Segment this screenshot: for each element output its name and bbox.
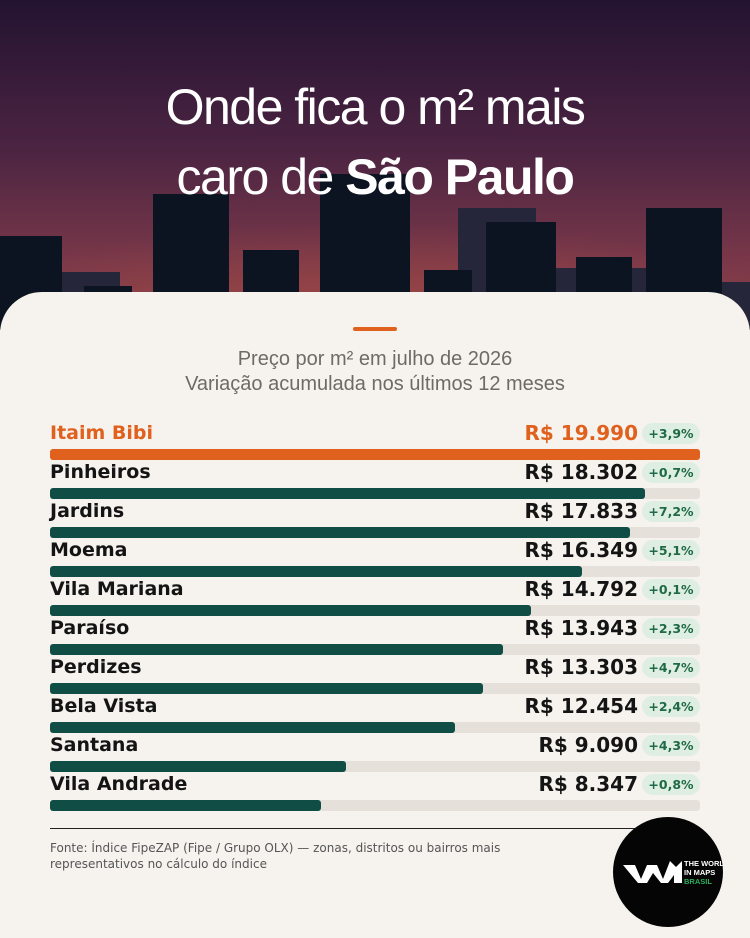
change-badge: +4,7%: [642, 657, 700, 678]
chart-row: Itaim Bibi R$ 19.990 +3,9%: [50, 418, 700, 460]
row-value-label: R$ 14.792: [524, 577, 638, 601]
chart-subtitle-variation: Variação acumulada nos últimos 12 meses: [185, 373, 565, 395]
change-badge: +2,4%: [642, 696, 700, 717]
bar-track: [50, 761, 700, 772]
title-prefix: caro de: [176, 149, 346, 205]
ranking-bar-chart: Itaim Bibi R$ 19.990 +3,9% Pinheiros R$ 18.3…: [50, 418, 700, 818]
page-title-line1: Onde fica o m² mais: [165, 79, 586, 135]
bar-4: [50, 605, 531, 616]
chart-row: Vila Mariana R$ 14.792 +0,1%: [50, 574, 700, 616]
bar-track: [50, 566, 700, 577]
title-city: São Paulo: [345, 149, 575, 205]
chart-row: Jardins R$ 17.833 +7,2%: [50, 496, 700, 538]
change-badge: +7,2%: [642, 501, 700, 522]
change-badge: +0,1%: [642, 579, 700, 600]
logo-wm-mark-icon: [623, 861, 682, 883]
chart-row: Pinheiros R$ 18.302 +0,7%: [50, 457, 700, 499]
change-badge: +4,3%: [642, 735, 700, 756]
change-badge: +5,1%: [642, 540, 700, 561]
chart-subtitle: Preço por m² em julho de 2026: [237, 348, 513, 370]
row-label: Pinheiros: [50, 461, 151, 483]
row-value-label: R$ 12.454: [524, 694, 638, 718]
row-label: Vila Mariana: [50, 578, 184, 600]
change-badge: +0,7%: [642, 462, 700, 483]
row-label: Perdizes: [50, 656, 142, 678]
bar-track: [50, 527, 700, 538]
row-label: Moema: [50, 539, 128, 561]
bar-track: [50, 683, 700, 694]
row-label: Itaim Bibi: [50, 422, 154, 444]
bar-8: [50, 761, 346, 772]
brand-logo: THE WORLD IN MAPS BRASIL: [613, 817, 723, 927]
bar-track: [50, 605, 700, 616]
bar-1: [50, 488, 645, 499]
row-label: Jardins: [50, 500, 125, 522]
row-value-label: R$ 13.943: [524, 616, 638, 640]
chart-row: Paraíso R$ 13.943 +2,3%: [50, 613, 700, 655]
change-badge: +3,9%: [642, 423, 700, 444]
bar-3: [50, 566, 582, 577]
bar-5: [50, 644, 503, 655]
row-value-label: R$ 8.347: [538, 772, 638, 796]
bar-9: [50, 800, 321, 811]
row-label: Paraíso: [50, 617, 130, 639]
change-badge: +0,8%: [642, 774, 700, 795]
bar-0: [50, 449, 700, 460]
chart-row: Bela Vista R$ 12.454 +2,4%: [50, 691, 700, 733]
chart-row: Santana R$ 9.090 +4,3%: [50, 730, 700, 772]
bar-track: [50, 722, 700, 733]
bar-track: [50, 644, 700, 655]
change-badge: +2,3%: [642, 618, 700, 639]
logo-line2: IN MAPS: [684, 868, 715, 877]
bar-2: [50, 527, 630, 538]
bar-track: [50, 449, 700, 460]
bar-6: [50, 683, 483, 694]
logo-line3: BRASIL: [684, 877, 712, 886]
logo-line1: THE WORLD: [684, 859, 723, 868]
bar-track: [50, 800, 700, 811]
row-value-label: R$ 13.303: [524, 655, 638, 679]
chart-row: Vila Andrade R$ 8.347 +0,8%: [50, 769, 700, 811]
row-label: Santana: [50, 734, 139, 756]
bar-track: [50, 488, 700, 499]
source-note: Fonte: Índice FipeZAP (Fipe / Grupo OLX)…: [50, 841, 501, 871]
row-label: Vila Andrade: [50, 773, 188, 795]
row-value-label: R$ 16.349: [524, 538, 638, 562]
footer-divider: [50, 828, 700, 829]
accent-divider: [353, 327, 397, 331]
bar-7: [50, 722, 455, 733]
row-value-label: R$ 19.990: [524, 421, 638, 445]
chart-row: Moema R$ 16.349 +5,1%: [50, 535, 700, 577]
row-value-label: R$ 9.090: [538, 733, 638, 757]
chart-row: Perdizes R$ 13.303 +4,7%: [50, 652, 700, 694]
row-value-label: R$ 18.302: [524, 460, 638, 484]
row-label: Bela Vista: [50, 695, 158, 717]
row-value-label: R$ 17.833: [524, 499, 638, 523]
page-title-line2: caro de São Paulo: [0, 152, 750, 202]
